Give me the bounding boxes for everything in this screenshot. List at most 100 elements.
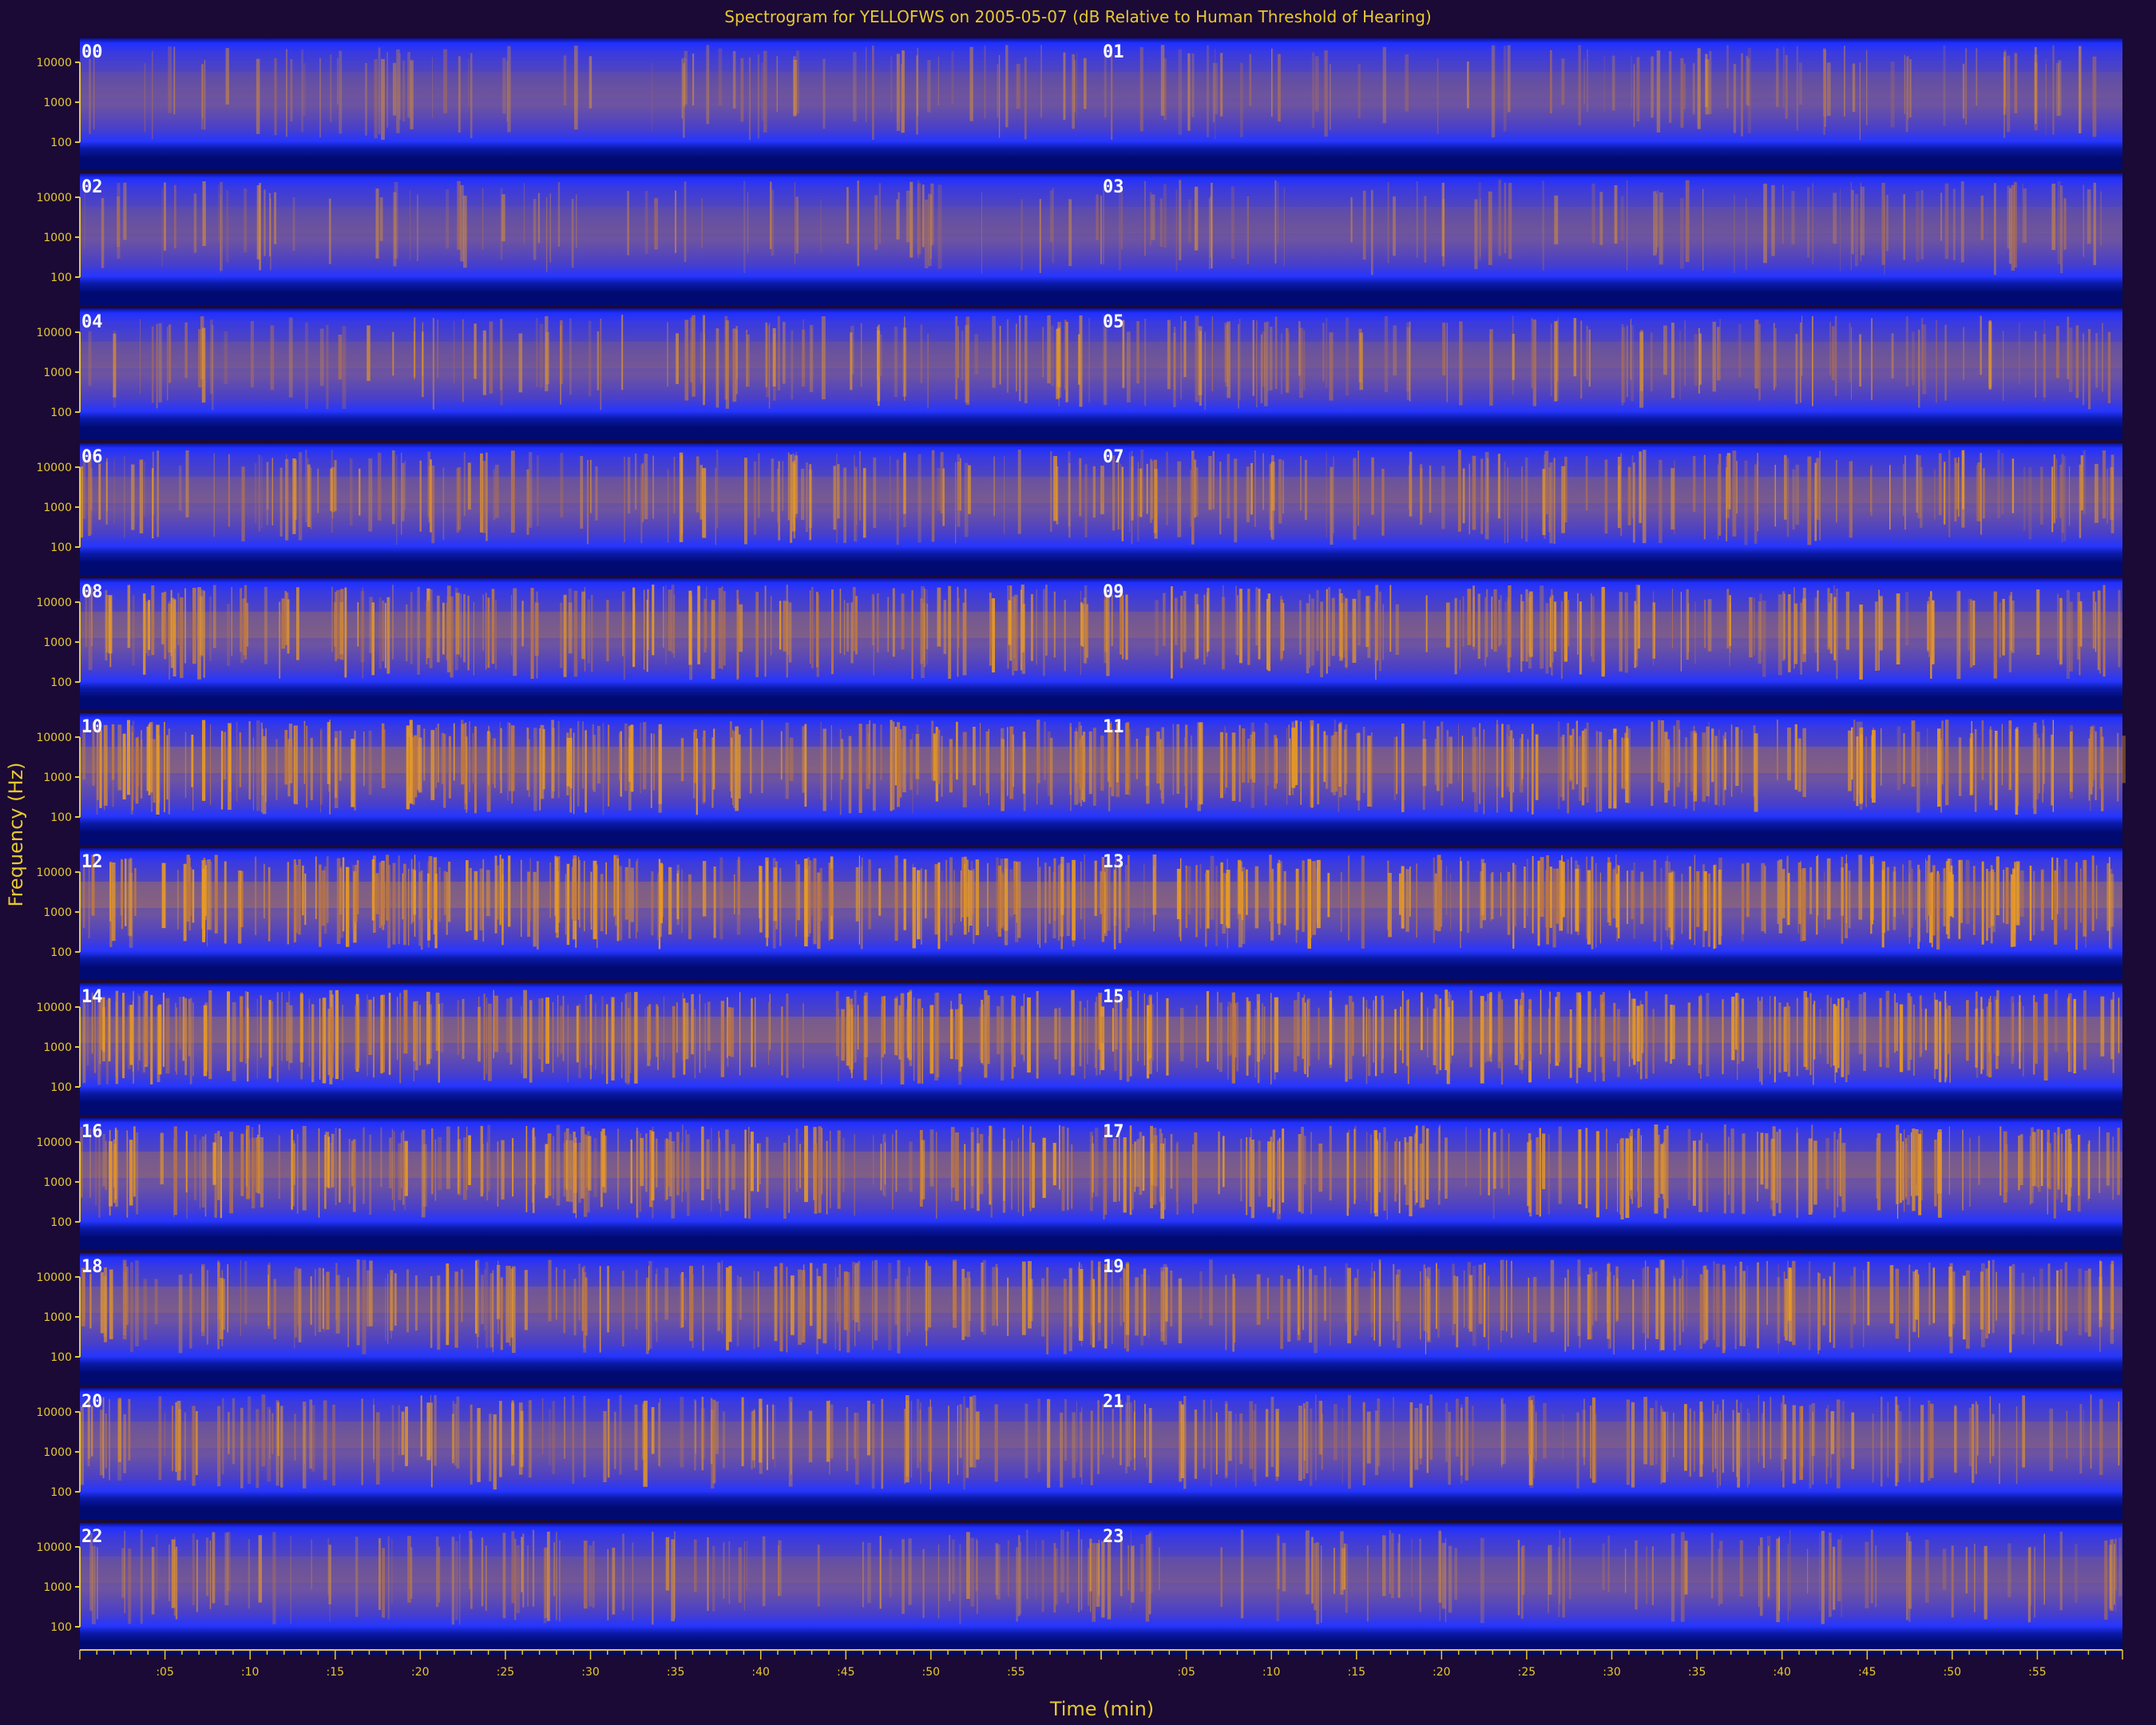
spectral-event [843, 467, 847, 543]
spectral-event [968, 869, 969, 933]
spectral-event [1841, 997, 1845, 1077]
spectral-event [153, 739, 156, 803]
activity-glow [80, 1556, 1101, 1583]
spectral-event [354, 730, 356, 811]
spectral-event [377, 452, 382, 521]
spectral-event [1311, 52, 1315, 128]
spectral-event [1383, 1127, 1386, 1211]
spectral-event [305, 450, 307, 522]
spectral-event [971, 870, 975, 914]
spectral-event [738, 1547, 742, 1603]
spectral-event [1381, 995, 1384, 1073]
spectral-event [547, 1532, 550, 1621]
spectral-event [993, 456, 995, 517]
spectral-event [623, 591, 626, 680]
spectral-event [1586, 722, 1589, 803]
spectral-event [811, 860, 813, 916]
spectral-event [105, 595, 110, 653]
x-tick-label: :55 [2028, 1666, 2047, 1679]
spectral-event [1254, 866, 1259, 929]
spectral-event [329, 720, 331, 815]
spectral-event [2023, 188, 2027, 244]
spectral-event [117, 724, 122, 791]
spectral-event [1496, 724, 1499, 787]
spectral-event [941, 736, 943, 797]
spectrogram-band-floor [80, 293, 2122, 305]
spectral-event [859, 451, 861, 521]
spectral-event [651, 871, 654, 936]
spectral-event [1163, 593, 1166, 646]
spectral-event [398, 1143, 402, 1200]
spectral-event [862, 1541, 864, 1608]
spectral-event [1528, 593, 1530, 654]
spectral-event [577, 720, 580, 807]
spectral-event [776, 56, 778, 112]
spectral-event [1576, 1412, 1579, 1489]
spectral-event [931, 450, 935, 542]
spectral-event [1963, 327, 1965, 380]
spectral-event [164, 591, 167, 660]
spectral-event [1758, 1394, 1759, 1463]
spectral-event [1176, 868, 1181, 919]
spectral-event [1787, 1005, 1790, 1077]
spectral-event [2015, 1406, 2018, 1485]
spectral-event [1673, 1279, 1676, 1350]
spectral-event [381, 723, 385, 781]
spectral-event [1119, 1126, 1120, 1202]
spectral-event [454, 1271, 458, 1348]
spectral-event [1702, 732, 1706, 802]
spectral-event [606, 1004, 608, 1085]
y-tick-label: 10000 [36, 462, 72, 474]
spectral-event [1007, 1540, 1009, 1596]
spectral-event [1714, 864, 1717, 948]
spectral-event [1326, 452, 1327, 538]
spectral-event [1145, 1535, 1150, 1622]
spectral-event [2106, 468, 2108, 524]
spectral-event [873, 724, 876, 811]
spectral-event [260, 722, 263, 813]
spectral-event [446, 602, 448, 660]
spectral-event [171, 1539, 176, 1608]
spectral-event [1813, 1001, 1816, 1060]
spectral-event [1316, 589, 1319, 652]
spectral-event [1134, 1400, 1135, 1471]
spectral-event [589, 56, 593, 109]
spectral-event [1037, 857, 1039, 945]
spectral-event [593, 1138, 597, 1197]
spectral-event [1080, 1412, 1082, 1477]
spectral-event [359, 468, 361, 516]
spectral-event [521, 859, 522, 937]
spectral-event [281, 992, 283, 1061]
spectral-event [1081, 604, 1084, 647]
spectral-event [331, 1133, 335, 1188]
spectral-event [1844, 46, 1845, 117]
spectral-event [485, 997, 488, 1075]
spectral-event [1714, 736, 1718, 805]
spectral-event [200, 589, 204, 656]
spectral-event [1263, 322, 1268, 406]
spectral-event [322, 997, 327, 1084]
spectral-event [289, 739, 293, 782]
spectral-event [1079, 739, 1083, 790]
spectral-event [113, 458, 115, 525]
spectral-event [1298, 1267, 1300, 1327]
spectral-event [217, 1131, 220, 1200]
spectral-event [1405, 1142, 1409, 1205]
spectral-event [522, 1533, 525, 1608]
spectral-event [1781, 1402, 1782, 1471]
spectral-event [772, 858, 776, 949]
spectral-event [1399, 873, 1401, 915]
spectral-event [271, 458, 273, 525]
spectral-event [1956, 1406, 1957, 1473]
spectral-event [651, 1131, 655, 1201]
spectral-event [560, 602, 563, 668]
spectral-event [593, 860, 597, 940]
spectral-event [911, 590, 914, 680]
spectral-event [201, 1136, 205, 1208]
spectral-event [881, 1398, 884, 1489]
spectral-event [1767, 1545, 1770, 1597]
spectral-event [1526, 859, 1528, 916]
hour-label: 11 [1103, 717, 1124, 737]
